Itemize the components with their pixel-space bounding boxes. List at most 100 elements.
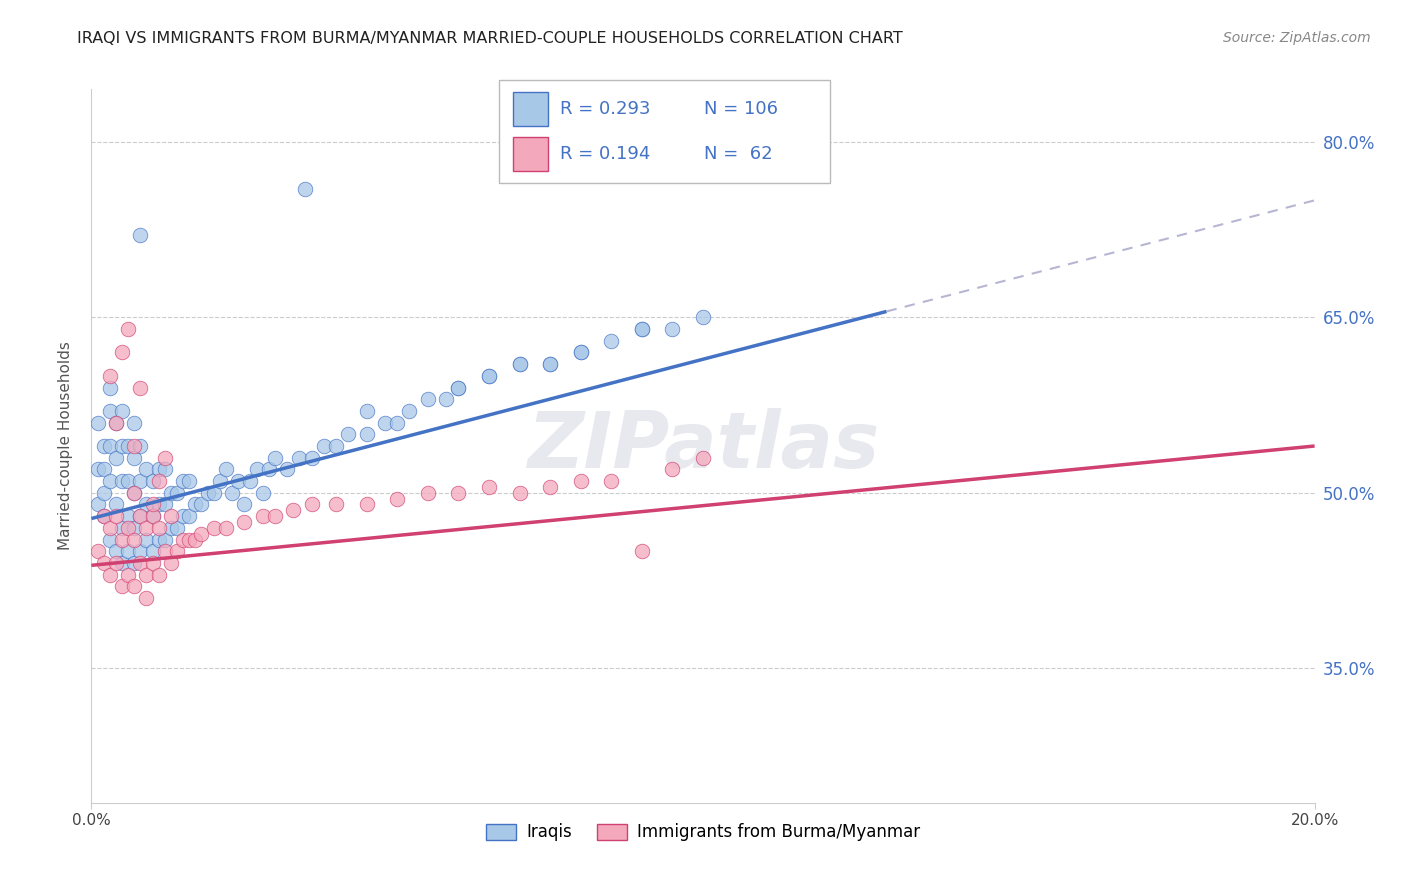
Point: [509, 357, 531, 371]
Point: [122, 485, 145, 500]
Point: [93, 509, 115, 524]
Point: [294, 181, 316, 195]
Point: [172, 533, 194, 547]
Point: [356, 427, 378, 442]
Point: [93, 462, 115, 476]
Point: [569, 474, 592, 488]
Point: [117, 544, 139, 558]
Point: [122, 485, 145, 500]
Text: N =  62: N = 62: [704, 145, 773, 163]
Point: [385, 491, 409, 506]
Point: [93, 556, 115, 570]
Point: [478, 480, 501, 494]
Point: [190, 526, 212, 541]
Point: [117, 439, 139, 453]
Point: [122, 416, 145, 430]
Point: [374, 416, 396, 430]
Point: [179, 509, 201, 524]
Point: [184, 498, 207, 512]
Point: [226, 474, 249, 488]
Point: [111, 474, 134, 488]
Point: [111, 521, 134, 535]
Point: [478, 368, 501, 383]
Point: [478, 368, 501, 383]
Point: [148, 462, 170, 476]
Point: [692, 310, 714, 325]
Point: [122, 556, 145, 570]
Point: [221, 485, 243, 500]
Point: [447, 380, 470, 394]
Point: [98, 567, 121, 582]
Point: [239, 474, 262, 488]
Point: [141, 556, 163, 570]
Text: Source: ZipAtlas.com: Source: ZipAtlas.com: [1223, 31, 1371, 45]
Point: [252, 509, 274, 524]
Point: [447, 380, 470, 394]
Point: [509, 357, 531, 371]
Point: [129, 544, 152, 558]
Point: [160, 485, 183, 500]
Point: [600, 334, 623, 348]
Point: [166, 521, 188, 535]
Text: N = 106: N = 106: [704, 100, 778, 118]
Point: [86, 416, 108, 430]
Point: [153, 450, 176, 465]
Point: [179, 474, 201, 488]
Point: [111, 439, 134, 453]
Point: [264, 450, 287, 465]
Point: [129, 380, 152, 394]
Point: [166, 544, 188, 558]
Point: [122, 533, 145, 547]
Point: [148, 474, 170, 488]
Point: [98, 380, 121, 394]
Point: [172, 474, 194, 488]
Point: [111, 533, 134, 547]
Point: [148, 498, 170, 512]
Point: [416, 485, 439, 500]
Point: [434, 392, 457, 407]
Point: [208, 474, 231, 488]
Point: [160, 521, 183, 535]
Point: [93, 439, 115, 453]
Point: [190, 498, 212, 512]
Point: [129, 509, 152, 524]
Point: [252, 485, 274, 500]
Point: [129, 509, 152, 524]
Point: [141, 544, 163, 558]
Point: [104, 544, 127, 558]
Point: [153, 544, 176, 558]
Point: [447, 485, 470, 500]
Point: [160, 509, 183, 524]
Text: ZIPatlas: ZIPatlas: [527, 408, 879, 484]
Text: R = 0.194: R = 0.194: [560, 145, 650, 163]
Point: [117, 521, 139, 535]
Point: [111, 404, 134, 418]
Point: [153, 498, 176, 512]
Point: [135, 462, 157, 476]
Point: [122, 450, 145, 465]
Point: [631, 322, 654, 336]
Point: [416, 392, 439, 407]
Point: [111, 345, 134, 359]
Point: [356, 404, 378, 418]
Point: [312, 439, 335, 453]
Point: [148, 567, 170, 582]
Point: [117, 322, 139, 336]
Point: [98, 474, 121, 488]
Point: [276, 462, 298, 476]
Point: [104, 416, 127, 430]
Legend: Iraqis, Immigrants from Burma/Myanmar: Iraqis, Immigrants from Burma/Myanmar: [479, 817, 927, 848]
Point: [160, 556, 183, 570]
Point: [141, 474, 163, 488]
Point: [288, 450, 311, 465]
Point: [111, 556, 134, 570]
Point: [538, 480, 561, 494]
Point: [283, 503, 305, 517]
Point: [301, 498, 323, 512]
Point: [325, 439, 347, 453]
Point: [600, 474, 623, 488]
Point: [129, 474, 152, 488]
Point: [631, 544, 654, 558]
Point: [245, 462, 267, 476]
Point: [104, 498, 127, 512]
